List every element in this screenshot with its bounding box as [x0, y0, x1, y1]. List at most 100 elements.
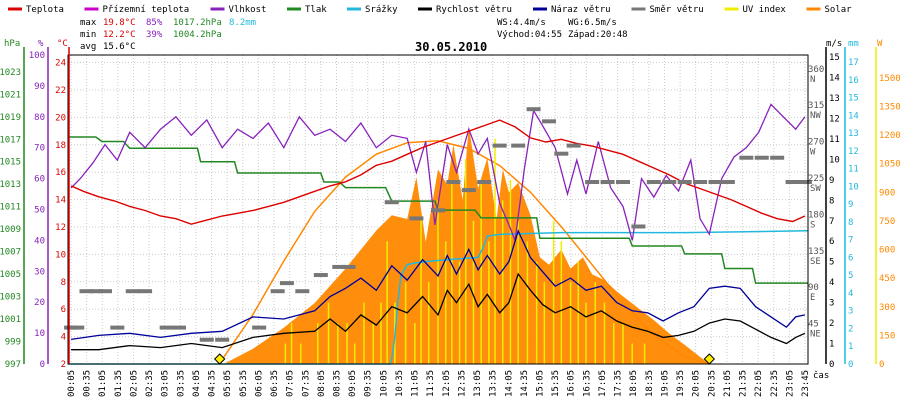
rychlost-line — [71, 272, 806, 351]
x-tick-label: 14:05 — [504, 370, 514, 397]
dir-tick-deg: 180 — [808, 210, 824, 220]
legend-label-prizemni: Přízemní teplota — [103, 5, 190, 15]
x-tick-label: 21:05 — [723, 370, 733, 397]
legend-label-teplota: Teplota — [26, 5, 64, 15]
ms-tick-label: 9 — [829, 176, 834, 186]
mm-tick-label: 8 — [848, 218, 853, 228]
wind-direction-mark — [770, 155, 785, 160]
mm-tick-label: 15 — [848, 94, 859, 104]
x-tick-label: 09:05 — [348, 370, 358, 397]
wind-direction-mark — [431, 208, 445, 213]
temp-tick-label: 16 — [55, 168, 66, 178]
x-tick-label: 20:35 — [707, 370, 717, 397]
pct-tick-label: 60 — [34, 175, 45, 185]
x-tick-label: 10:05 — [379, 370, 389, 397]
dir-tick-label: E — [810, 293, 815, 303]
pct-tick-label: 40 — [34, 236, 45, 246]
uv-series — [284, 138, 646, 364]
legend-label-tlak: Tlak — [305, 5, 327, 15]
dir-tick-label: N — [810, 75, 815, 85]
dir-tick-deg: 360 — [808, 65, 824, 75]
ms-tick-label: 5 — [829, 258, 834, 268]
legend-label-srazky: Srážky — [365, 5, 398, 15]
wind-direction-mark — [631, 224, 646, 229]
legend-label-vlhkost: Vlhkost — [229, 5, 267, 15]
w-tick-label: 1200 — [879, 131, 900, 141]
mm-tick-label: 14 — [848, 111, 859, 121]
stat-max-hum: 85% — [146, 18, 163, 28]
stat-wg: WG:6.5m/s — [568, 18, 617, 28]
temp-tick-label: 12 — [55, 223, 66, 233]
mm-tick-label: 17 — [848, 58, 859, 68]
wind-direction-mark — [295, 289, 310, 294]
x-tick-label: 15:35 — [551, 370, 561, 397]
mm-tick-label: 11 — [848, 165, 859, 175]
temp-unit-label: °C — [57, 39, 68, 49]
wind-direction-mark — [88, 289, 103, 294]
wind-direction-mark — [797, 179, 812, 184]
dir-tick-deg: 270 — [808, 138, 824, 148]
mm-tick-label: 12 — [848, 147, 859, 157]
dir-tick-label: NE — [810, 330, 821, 340]
dir-tick-label: W — [810, 148, 816, 158]
dir-tick-label: S — [810, 220, 815, 230]
srazky-line — [68, 230, 808, 365]
dir-tick-deg: 90 — [808, 283, 819, 293]
x-tick-label: 22:35 — [770, 370, 780, 397]
wind-direction-mark — [341, 264, 356, 269]
w-tick-label: 600 — [879, 246, 895, 256]
dir-tick-deg: 135 — [808, 247, 824, 257]
x-tick-label: 06:35 — [270, 370, 280, 397]
pct-tick-label: 80 — [34, 113, 45, 123]
ms-tick-label: 6 — [829, 237, 834, 247]
mm-tick-label: 3 — [848, 307, 853, 317]
pct-tick-label: 70 — [34, 144, 45, 154]
wind-direction-mark — [708, 179, 723, 184]
mm-tick-label: 10 — [848, 182, 859, 192]
x-tick-label: 16:35 — [582, 370, 592, 397]
stat-ws: WS:4.4m/s — [497, 18, 546, 28]
w-tick-label: 1350 — [879, 103, 900, 113]
ms-tick-label: 2 — [829, 319, 834, 329]
wind-direction-mark — [409, 216, 424, 221]
hpa-tick-label: 1015 — [0, 158, 21, 168]
temp-tick-label: 24 — [55, 59, 66, 69]
w-tick-label: 750 — [879, 217, 895, 227]
dir-tick-label: SW — [810, 184, 821, 194]
stat-min-press: 1004.2hPa — [173, 30, 222, 40]
x-tick-label: 12:05 — [442, 370, 452, 397]
wind-direction-mark — [662, 179, 677, 184]
x-tick-label: 04:35 — [208, 370, 218, 397]
hpa-tick-label: 1003 — [0, 293, 21, 303]
ms-tick-label: 4 — [829, 278, 834, 288]
ms-unit-label: m/s — [826, 39, 842, 49]
temp-tick-label: 10 — [55, 250, 66, 260]
hpa-tick-label: 1001 — [0, 315, 21, 325]
wind-direction-mark — [693, 179, 708, 184]
dir-tick-deg: 45 — [808, 320, 819, 330]
hpa-tick-label: 1017 — [0, 135, 21, 145]
hpa-tick-label: 1019 — [0, 113, 21, 123]
ms-tick-label: 11 — [829, 135, 840, 145]
wind-direction-mark — [461, 188, 476, 193]
wind-direction-mark — [313, 273, 328, 278]
stat-sunrise: Východ:04:55 — [497, 30, 562, 40]
dir-tick-deg: 315 — [808, 101, 824, 111]
x-tick-label: 03:05 — [161, 370, 171, 397]
naraz-line — [71, 229, 806, 341]
x-tick-label: 04:05 — [192, 370, 202, 397]
dir-tick-label: NW — [810, 111, 821, 121]
legend-label-smer: Směr větru — [650, 5, 704, 15]
temp-tick-label: 2 — [61, 360, 66, 370]
pct-tick-label: 10 — [34, 329, 45, 339]
plot-frame — [67, 54, 809, 365]
hpa-tick-label: 1011 — [0, 203, 21, 213]
pct-tick-label: 30 — [34, 267, 45, 277]
x-tick-label: 18:05 — [629, 370, 639, 397]
w-tick-label: 0 — [879, 360, 884, 370]
stat-min-hum: 39% — [146, 30, 163, 40]
stat-min-label: min — [80, 30, 96, 40]
x-tick-label: 01:35 — [114, 370, 124, 397]
x-tick-label: 17:35 — [614, 370, 624, 397]
x-tick-label: 00:05 — [67, 370, 77, 397]
